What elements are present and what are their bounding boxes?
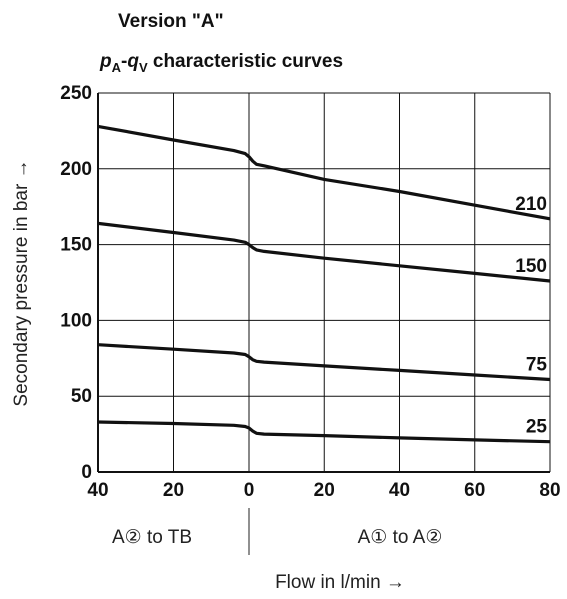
y-tick-label: 200 [60,159,92,180]
y-axis-label: Secondary pressure in bar → [11,159,32,406]
grid [98,93,550,472]
x-tick-label: 80 [539,480,560,501]
curve-labels: 210 150 75 25 [515,194,547,438]
x-axis-label: Flow in l/min → [275,572,405,593]
x-tick-label: 20 [314,480,335,501]
direction-left-label: A② to TB [112,527,192,548]
y-tick-label: 100 [60,310,92,331]
x-tick-label: 40 [389,480,410,501]
x-tick-label: 60 [464,480,485,501]
subtitle-q-sub: V [139,60,148,75]
x-tick-label: 20 [163,480,184,501]
y-tick-label: 150 [60,235,92,256]
x-tick-label: 0 [244,480,255,501]
series-210-label: 210 [515,194,547,215]
chart-title: Version "A" [118,11,224,32]
subtitle-q: q [127,51,139,72]
direction-right-label: A① to A② [358,527,443,548]
series-75-label: 75 [526,355,548,376]
series-150-label: 150 [515,256,547,277]
x-tick-label: 40 [87,480,108,501]
series-25-label: 25 [526,417,548,438]
subtitle-p: p [99,51,112,72]
y-tick-label: 50 [71,386,92,407]
chart-subtitle: pA-qV characteristic curves [99,51,343,75]
y-tick-label: 250 [60,83,92,104]
subtitle-rest: characteristic curves [148,51,343,72]
